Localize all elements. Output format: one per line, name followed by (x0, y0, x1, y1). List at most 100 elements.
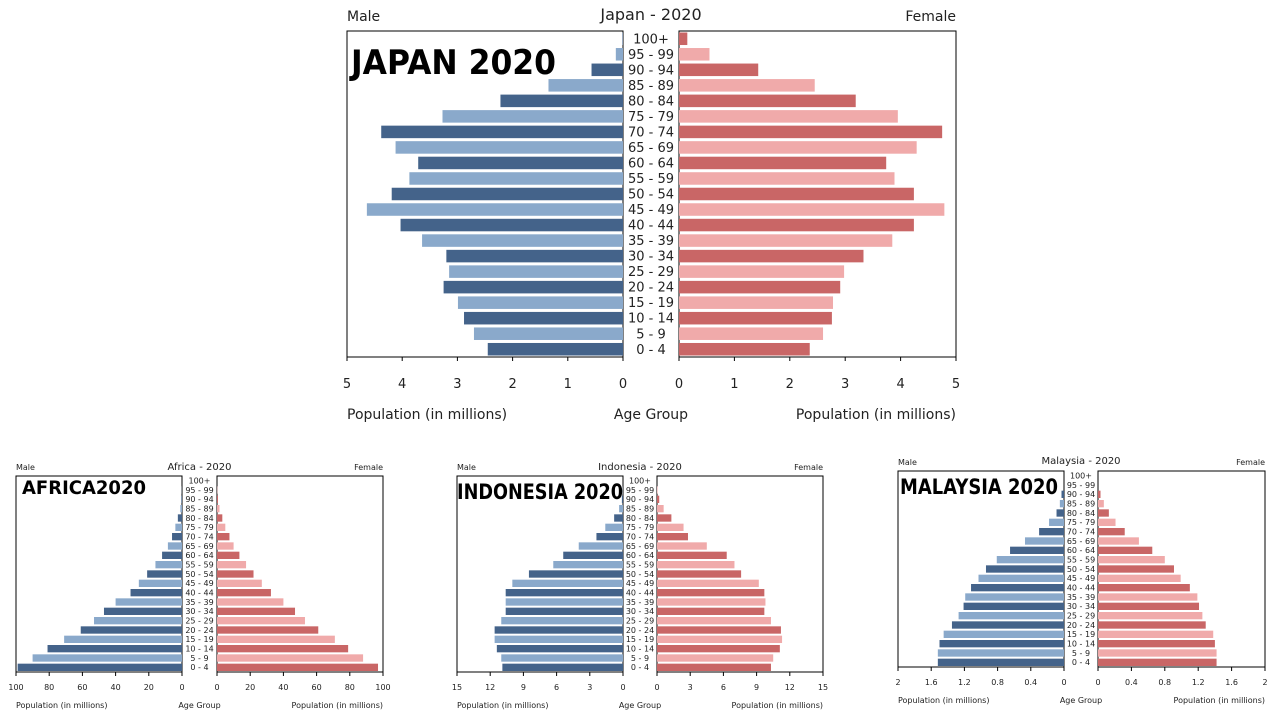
female-legend-label: Female (354, 463, 383, 472)
age-group-label: 70 - 74 (1067, 527, 1095, 536)
male-bar (457, 296, 623, 309)
male-bar (181, 495, 182, 503)
male-bar (446, 249, 623, 263)
male-tick-label: 0 (619, 377, 627, 392)
female-tick-label: 2 (1262, 678, 1267, 687)
female-bar (657, 486, 658, 494)
female-bar (1098, 528, 1125, 536)
female-tick-label: 40 (278, 683, 288, 692)
female-tick-label: 0 (654, 683, 659, 692)
age-group-label: 60 - 64 (626, 551, 654, 560)
overlay-country-label: AFRICA2020 (22, 477, 146, 499)
female-axis-label: Population (in millions) (732, 701, 823, 710)
age-group-label: 10 - 14 (1067, 639, 1095, 648)
male-bar (1039, 528, 1064, 536)
age-group-label: 85 - 89 (1067, 499, 1095, 508)
male-axis-label: Population (in millions) (16, 701, 107, 710)
male-tick-label: 12 (485, 683, 495, 692)
female-tick-label: 20 (245, 683, 255, 692)
male-bar (494, 635, 623, 643)
age-group-label: 5 - 9 (631, 654, 649, 663)
age-group-label: 35 - 39 (1067, 593, 1095, 602)
age-group-label: 60 - 64 (185, 551, 213, 560)
female-bar (679, 218, 914, 232)
male-bar (395, 141, 623, 154)
age-group-label: 0 - 4 (631, 663, 649, 672)
age-group-label: 95 - 99 (185, 486, 213, 495)
female-bar (657, 561, 735, 569)
female-bar (679, 125, 943, 139)
female-tick-label: 0 (1095, 678, 1100, 687)
age-group-label: 10 - 14 (628, 312, 674, 327)
female-bar (679, 327, 824, 340)
female-tick-label: 60 (312, 683, 322, 692)
male-bar (505, 607, 623, 615)
age-group-label: 35 - 39 (626, 598, 654, 607)
female-bar (657, 654, 774, 662)
male-bar (487, 342, 623, 356)
male-bar (996, 556, 1064, 564)
age-group-label: 20 - 24 (628, 281, 674, 296)
female-bar (657, 645, 780, 653)
female-axis-label: Population (in millions) (796, 407, 956, 423)
age-group-label: 80 - 84 (185, 514, 213, 523)
male-tick-label: 2 (895, 678, 900, 687)
age-group-label: 5 - 9 (636, 327, 666, 342)
male-bar (614, 514, 623, 522)
age-group-label: 20 - 24 (1067, 621, 1095, 630)
female-bar (679, 296, 834, 309)
male-bar (177, 514, 182, 522)
female-bar (679, 265, 845, 278)
male-bar (965, 593, 1064, 601)
female-bar (657, 495, 660, 503)
male-bar (1056, 509, 1064, 517)
age-group-label: 0 - 4 (636, 343, 666, 358)
male-bar (1010, 546, 1064, 554)
male-tick-label: 4 (398, 377, 406, 392)
age-group-label: 10 - 14 (185, 644, 213, 653)
age-group-label: 55 - 59 (628, 172, 674, 187)
female-bar (657, 514, 672, 522)
female-bar (1098, 500, 1104, 508)
age-group-label: 75 - 79 (628, 110, 674, 125)
age-group-label: 5 - 9 (190, 654, 208, 663)
female-bar (679, 311, 832, 325)
male-bar (501, 654, 623, 662)
female-bar (1098, 537, 1139, 545)
age-group-label: 70 - 74 (628, 125, 674, 140)
male-bar (591, 63, 623, 77)
age-axis-label: Age Group (1060, 696, 1102, 705)
female-bar (679, 234, 893, 247)
female-bar (679, 141, 917, 154)
female-bar (657, 523, 684, 531)
male-tick-label: 0.8 (991, 678, 1004, 687)
male-bar (94, 617, 182, 625)
male-tick-label: 3 (453, 377, 461, 392)
male-bar (391, 187, 623, 201)
age-group-label: 25 - 29 (628, 265, 674, 280)
age-group-label: 90 - 94 (185, 495, 213, 504)
male-tick-label: 6 (554, 683, 559, 692)
female-tick-label: 1.2 (1192, 678, 1205, 687)
age-group-label: 85 - 89 (185, 504, 213, 513)
female-bar (679, 342, 810, 356)
male-bar (64, 635, 182, 643)
male-legend-label: Male (457, 463, 476, 472)
female-bar (679, 63, 759, 77)
male-bar (1059, 500, 1064, 508)
age-group-label: 50 - 54 (626, 570, 654, 579)
female-tick-label: 0 (675, 377, 683, 392)
age-group-label: 70 - 74 (626, 532, 654, 541)
age-group-label: 55 - 59 (185, 560, 213, 569)
age-group-label: 75 - 79 (626, 523, 654, 532)
female-bar (657, 542, 707, 550)
male-bar (32, 654, 182, 662)
female-bar (657, 551, 727, 559)
age-group-label: 10 - 14 (626, 644, 654, 653)
male-bar (366, 203, 623, 216)
age-group-label: 75 - 79 (1067, 518, 1095, 527)
female-bar (217, 579, 262, 587)
female-tick-label: 3 (841, 377, 849, 392)
